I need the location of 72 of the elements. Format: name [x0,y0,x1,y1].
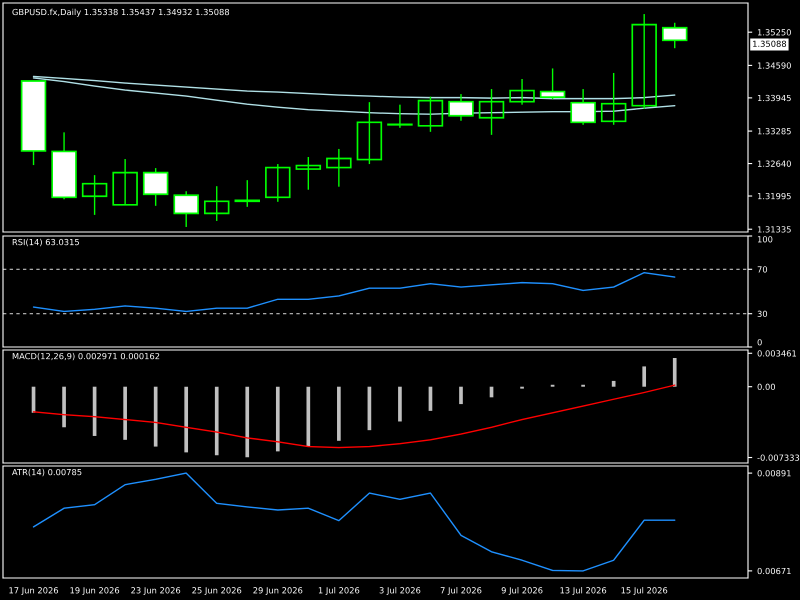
y-tick-label: 0.00 [758,384,776,390]
bar [306,386,310,447]
y-tick-label: 1.33285 [758,128,791,134]
x-tick-label: 29 Jun 2026 [253,587,302,596]
candlestick [173,190,199,228]
bar [337,386,341,441]
bar [214,386,219,456]
candlestick [387,104,413,129]
y-tick-label: 70 [758,266,768,273]
candlestick [112,158,138,206]
bar [398,386,402,422]
x-tick-label: 1 Jul 2026 [318,587,360,596]
bar [368,386,372,430]
candlestick [265,163,291,202]
candlestick [356,101,382,165]
x-tick-label: 9 Jul 2026 [502,587,542,596]
x-tick-label: 19 Jun 2026 [70,587,120,596]
bar [672,358,677,387]
candlestick [418,96,444,133]
bar [123,386,127,440]
bar [32,386,36,413]
candlestick [631,13,657,110]
y-tick-label: 1.34590 [758,62,791,69]
bar [276,386,280,452]
y-tick-label: 100 [758,236,772,242]
y-tick-label: 0.00891 [758,470,791,476]
candlestick [600,72,626,126]
y-tick-label: 0.00671 [758,568,791,574]
bar [459,386,463,404]
bar [154,386,158,447]
chart-title: ATR(14) 0.00785 [12,468,82,476]
x-tick-label: 25 Jun 2026 [192,587,242,596]
y-tick-label: 1.31995 [758,192,791,200]
y-tick-label: 30 [758,310,768,317]
x-tick-label: 13 Jul 2026 [560,587,606,596]
y-tick-label: 0 [758,339,762,346]
bar [62,386,66,428]
y-tick-label: 1.33945 [758,94,791,102]
chart-title: MACD(12,26,9) 0.002971 0.000162 [12,352,160,360]
candlestick [296,156,322,190]
x-tick-label: 17 Jun 2026 [9,587,58,596]
bar [642,366,646,387]
bar [612,380,616,387]
candlestick [234,179,260,208]
candlestick [448,93,474,122]
candlestick [82,174,108,216]
bar [490,386,494,398]
candlestick [326,148,352,188]
candlestick [509,78,535,106]
y-tick-label: -0.007333 [757,454,800,461]
candlestick [478,88,504,136]
candlestick [570,88,596,126]
candlestick [204,186,230,222]
y-tick-label: 0.003461 [758,350,796,357]
text: GBPUSD.fx,Daily 1.35338 1.35437 1.34932 1.35088 [12,8,230,17]
line-series [32,384,676,448]
y-tick-label: 1.32640 [758,160,791,167]
y-tick-label: 1.31335 [758,226,791,233]
bar [92,386,96,436]
x-tick-label: 23 Jun 2026 [131,587,180,596]
text: 1.35088 [753,40,786,47]
x-tick-label: 15 Jul 2026 [622,587,668,596]
candlestick [662,22,688,49]
x-tick-label: 7 Jul 2026 [440,587,482,596]
y-tick-label: 1.35250 [758,29,791,36]
chart-title: RSI(14) 63.0315 [12,238,79,246]
bar [245,386,250,458]
bar [184,386,188,452]
candlestick [540,68,566,100]
bar [428,386,432,411]
candlestick [142,167,168,207]
x-tick-label: 3 Jul 2026 [380,587,420,596]
